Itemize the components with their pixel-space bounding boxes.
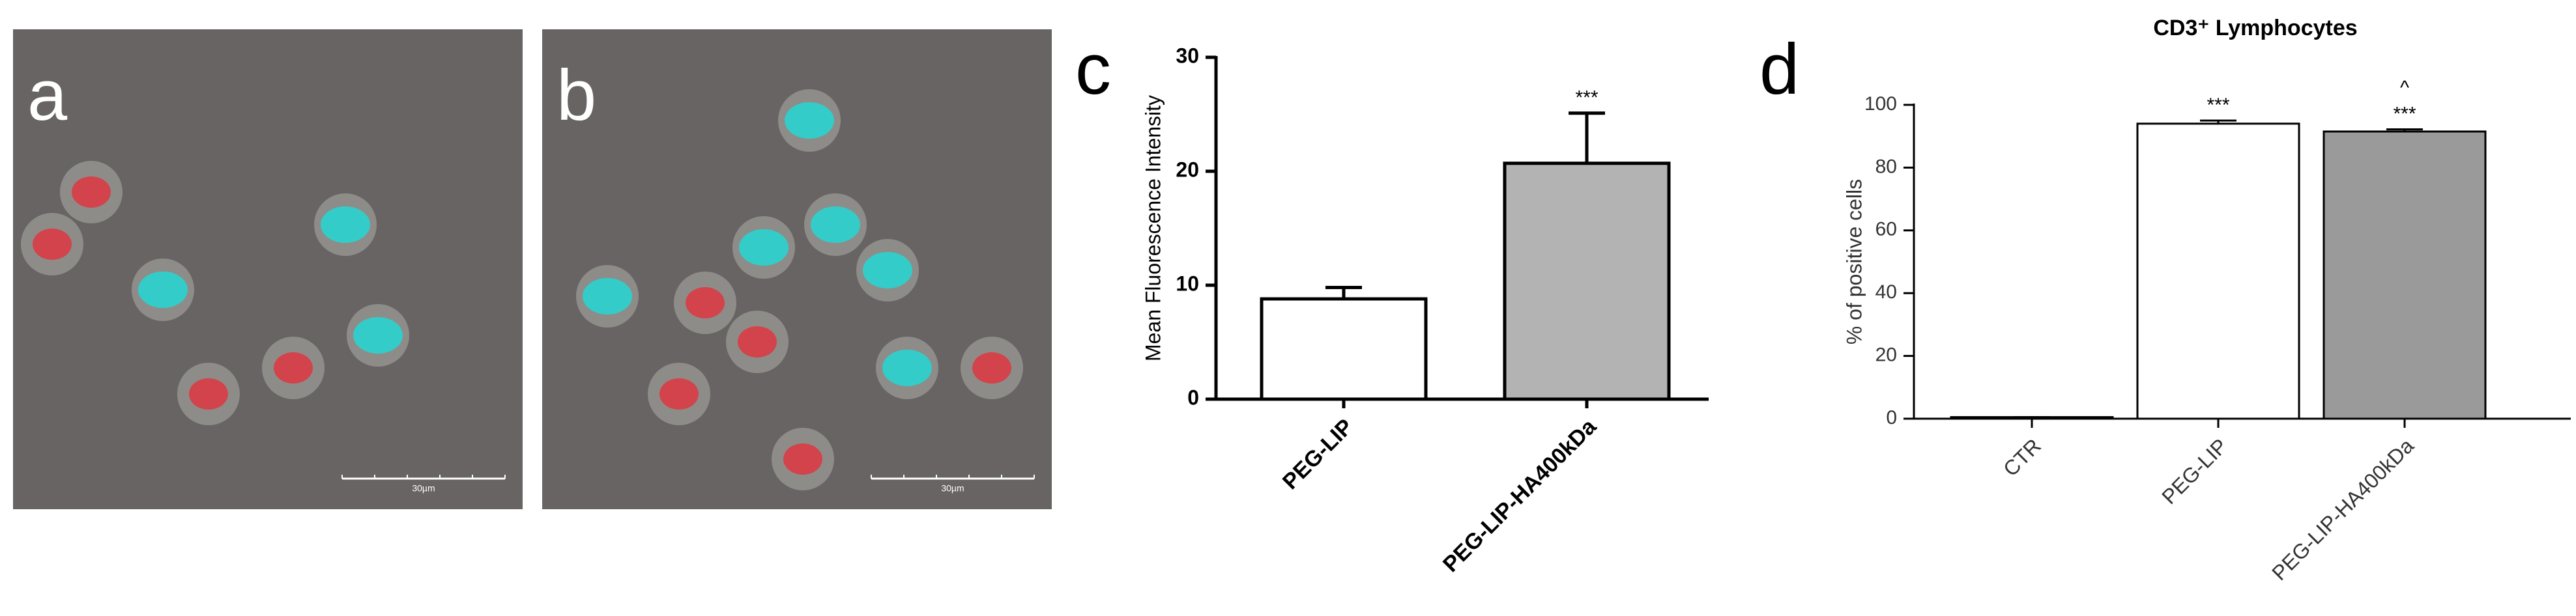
cell xyxy=(72,176,111,208)
x-tick-label: CTR xyxy=(1999,434,2046,481)
scale-bar-label: 30µm xyxy=(941,483,964,494)
cell xyxy=(863,252,912,288)
cell xyxy=(785,102,834,139)
cell xyxy=(33,229,72,260)
cell xyxy=(882,350,932,386)
cell xyxy=(811,206,860,243)
bar xyxy=(1260,297,1428,401)
image-background xyxy=(13,29,523,509)
cell xyxy=(686,287,725,318)
x-tick-label: PEG-LIP xyxy=(1278,414,1358,494)
chart-title: CD3⁺ Lymphocytes xyxy=(2153,16,2357,40)
x-tick-label: PEG-LIP-HA400kDa xyxy=(2267,434,2418,585)
cell xyxy=(659,378,699,410)
y-tick-label: 20 xyxy=(1875,344,1897,366)
scale-bar-label: 30µm xyxy=(412,483,435,494)
y-tick-label: 40 xyxy=(1875,281,1897,303)
cell xyxy=(972,352,1011,384)
x-tick-label: PEG-LIP xyxy=(2157,434,2232,509)
cell xyxy=(189,378,228,410)
panel-label: b xyxy=(557,55,596,135)
y-axis-title: % of positive cells xyxy=(1842,179,1866,344)
bar xyxy=(1503,161,1671,401)
panel-label: a xyxy=(27,55,68,135)
y-tick-label: 100 xyxy=(1864,93,1897,115)
cell xyxy=(783,443,822,475)
cell xyxy=(321,206,370,243)
significance-label: *** xyxy=(2393,104,2416,125)
y-axis-title: Mean Fluorescence Intensity xyxy=(1141,95,1165,361)
cell xyxy=(738,326,777,357)
significance-label: *** xyxy=(1575,87,1598,109)
y-tick-label: 0 xyxy=(1886,407,1897,428)
y-tick-label: 0 xyxy=(1187,385,1199,409)
bar xyxy=(2323,130,2487,420)
cell xyxy=(353,317,403,354)
micrograph: b 30µm xyxy=(542,29,1052,509)
cell xyxy=(739,229,789,266)
cell xyxy=(583,278,632,315)
significance-label: ^ xyxy=(2400,77,2409,99)
significance-label: *** xyxy=(2207,94,2229,116)
x-tick-label: PEG-LIP-HA400kDa xyxy=(1438,413,1602,577)
panel-label: c xyxy=(1075,29,1111,109)
micrograph: a 30µm xyxy=(13,29,523,509)
y-tick-label: 60 xyxy=(1875,219,1897,240)
y-tick-label: 80 xyxy=(1875,156,1897,177)
cell xyxy=(274,352,313,384)
panel-label: d xyxy=(1759,29,1799,109)
y-tick-label: 30 xyxy=(1176,44,1199,67)
bar xyxy=(2136,122,2300,420)
y-tick-label: 20 xyxy=(1176,158,1199,181)
cell xyxy=(138,272,188,308)
y-tick-label: 10 xyxy=(1176,272,1199,295)
